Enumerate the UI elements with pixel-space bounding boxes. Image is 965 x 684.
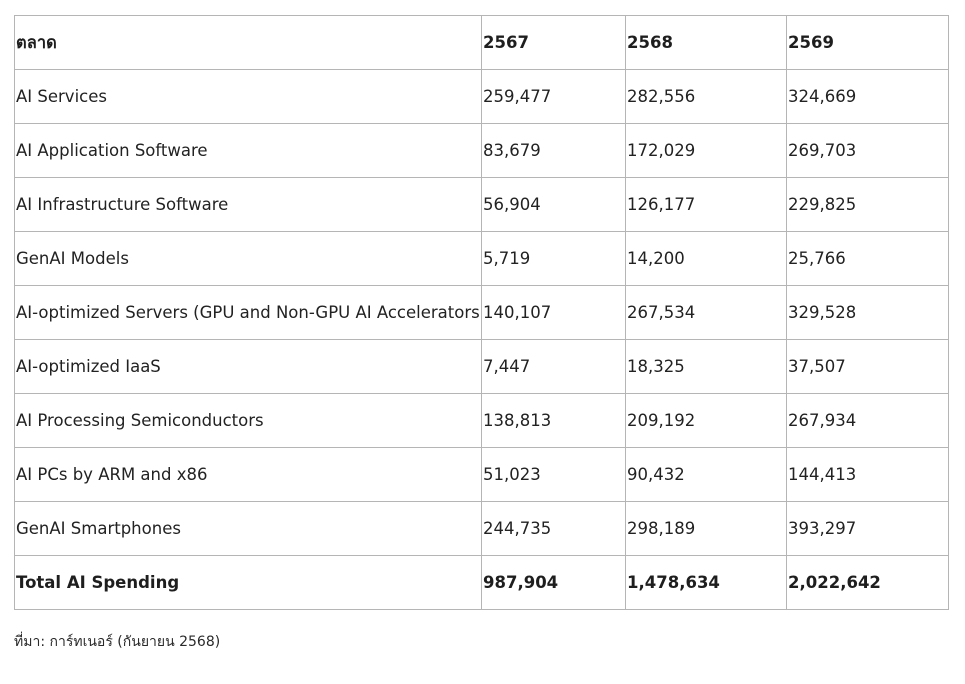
- value-cell: 267,534: [625, 285, 787, 340]
- value-cell: 244,735: [481, 501, 626, 556]
- value-cell: 259,477: [481, 69, 626, 124]
- table-header-row: ตลาด 2567 2568 2569: [14, 15, 949, 70]
- market-cell: AI-optimized IaaS: [14, 339, 482, 394]
- market-cell: AI Infrastructure Software: [14, 177, 482, 232]
- value-cell: 209,192: [625, 393, 787, 448]
- table-row: GenAI Smartphones 244,735 298,189 393,29…: [14, 501, 949, 556]
- value-cell: 5,719: [481, 231, 626, 286]
- value-cell: 138,813: [481, 393, 626, 448]
- market-cell: AI-optimized Servers (GPU and Non-GPU AI…: [14, 285, 482, 340]
- table-row: AI Processing Semiconductors 138,813 209…: [14, 393, 949, 448]
- value-cell: 298,189: [625, 501, 787, 556]
- value-cell: 126,177: [625, 177, 787, 232]
- value-cell: 51,023: [481, 447, 626, 502]
- header-cell-year: 2568: [625, 15, 787, 70]
- value-cell: 269,703: [786, 123, 949, 178]
- value-cell: 144,413: [786, 447, 949, 502]
- market-cell: AI Services: [14, 69, 482, 124]
- value-cell: 56,904: [481, 177, 626, 232]
- table-row: AI-optimized IaaS 7,447 18,325 37,507: [14, 339, 949, 394]
- table-row: AI Infrastructure Software 56,904 126,17…: [14, 177, 949, 232]
- value-cell: 37,507: [786, 339, 949, 394]
- ai-spending-table: ตลาด 2567 2568 2569 AI Services 259,477 …: [14, 15, 949, 610]
- value-cell: 14,200: [625, 231, 787, 286]
- value-cell: 25,766: [786, 231, 949, 286]
- value-cell: 7,447: [481, 339, 626, 394]
- market-cell: AI PCs by ARM and x86: [14, 447, 482, 502]
- table-total-row: Total AI Spending 987,904 1,478,634 2,02…: [14, 555, 949, 610]
- value-cell: 18,325: [625, 339, 787, 394]
- total-label-cell: Total AI Spending: [14, 555, 482, 610]
- table-row: AI-optimized Servers (GPU and Non-GPU AI…: [14, 285, 949, 340]
- total-value-cell: 1,478,634: [625, 555, 787, 610]
- spending-table-container: ตลาด 2567 2568 2569 AI Services 259,477 …: [14, 15, 949, 610]
- value-cell: 90,432: [625, 447, 787, 502]
- total-value-cell: 987,904: [481, 555, 626, 610]
- header-cell-year: 2569: [786, 15, 949, 70]
- total-value-cell: 2,022,642: [786, 555, 949, 610]
- value-cell: 140,107: [481, 285, 626, 340]
- header-cell-market: ตลาด: [14, 15, 482, 70]
- table-row: GenAI Models 5,719 14,200 25,766: [14, 231, 949, 286]
- header-cell-year: 2567: [481, 15, 626, 70]
- value-cell: 83,679: [481, 123, 626, 178]
- market-cell: GenAI Models: [14, 231, 482, 286]
- value-cell: 229,825: [786, 177, 949, 232]
- table-row: AI Application Software 83,679 172,029 2…: [14, 123, 949, 178]
- value-cell: 329,528: [786, 285, 949, 340]
- market-cell: GenAI Smartphones: [14, 501, 482, 556]
- value-cell: 267,934: [786, 393, 949, 448]
- market-cell: AI Application Software: [14, 123, 482, 178]
- market-cell: AI Processing Semiconductors: [14, 393, 482, 448]
- source-note: ที่มา: การ์ทเนอร์ (กันยายน 2568): [14, 634, 221, 650]
- table-row: AI PCs by ARM and x86 51,023 90,432 144,…: [14, 447, 949, 502]
- value-cell: 393,297: [786, 501, 949, 556]
- table-row: AI Services 259,477 282,556 324,669: [14, 69, 949, 124]
- value-cell: 282,556: [625, 69, 787, 124]
- value-cell: 324,669: [786, 69, 949, 124]
- value-cell: 172,029: [625, 123, 787, 178]
